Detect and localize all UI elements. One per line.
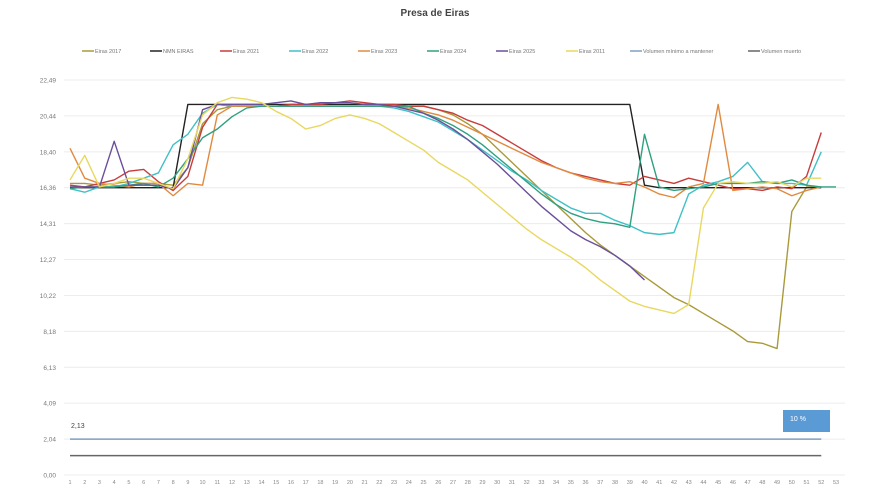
legend-item: Eiras 2022	[289, 49, 328, 55]
x-tick-label: 41	[656, 480, 662, 486]
legend-item: Volumen mínimo a mantener	[630, 49, 713, 55]
legend-label: Eiras 2021	[233, 49, 259, 55]
series-line-eiras-2023	[69, 103, 822, 199]
legend-label: Eiras 2022	[302, 49, 328, 55]
legend-label: Volumen muerto	[761, 49, 801, 55]
x-tick-label: 9	[186, 480, 189, 486]
x-tick-label: 33	[538, 480, 544, 486]
x-tick-label: 1	[68, 480, 71, 486]
x-tick-label: 25	[420, 480, 426, 486]
legend-label: Eiras 2023	[371, 49, 397, 55]
x-tick-label: 35	[568, 480, 574, 486]
y-tick-label: 2,04	[43, 437, 56, 444]
x-tick-label: 16	[288, 480, 294, 486]
x-tick-label: 47	[745, 480, 751, 486]
y-tick-label: 22,49	[40, 78, 57, 85]
x-tick-label: 22	[376, 480, 382, 486]
series-line-eiras-2024	[69, 105, 836, 229]
min-volume-label: 2,13	[71, 423, 85, 430]
legend-label: Eiras 2017	[95, 49, 121, 55]
x-tick-label: 31	[509, 480, 515, 486]
x-tick-label: 8	[172, 480, 175, 486]
x-tick-label: 51	[803, 480, 809, 486]
x-tick-label: 49	[774, 480, 780, 486]
y-tick-label: 20,44	[40, 113, 57, 120]
x-tick-label: 18	[317, 480, 323, 486]
legend-label: Eiras 2025	[509, 49, 535, 55]
y-tick-label: 6,13	[43, 365, 56, 372]
x-tick-label: 34	[553, 480, 559, 486]
legend-label: Eiras 2024	[440, 49, 466, 55]
x-tick-label: 40	[641, 480, 647, 486]
y-tick-label: 14,31	[40, 221, 57, 228]
x-tick-label: 53	[833, 480, 839, 486]
legend-label: Volumen mínimo a mantener	[643, 49, 713, 55]
y-tick-label: 8,18	[43, 329, 56, 336]
series-line-eiras-2021	[69, 100, 822, 192]
series-line-eiras-2022	[69, 103, 822, 236]
series-line-eiras-2025	[70, 100, 645, 281]
legend-item: Eiras 2017	[82, 49, 121, 55]
x-tick-label: 24	[406, 480, 412, 486]
legend-label: NMN EIRAS	[163, 49, 194, 55]
y-tick-label: 18,40	[40, 149, 57, 156]
percent-badge	[783, 410, 830, 432]
y-tick-label: 12,27	[40, 257, 57, 264]
x-tick-label: 4	[113, 480, 116, 486]
x-tick-label: 48	[759, 480, 765, 486]
x-tick-label: 3	[98, 480, 101, 486]
x-tick-label: 5	[127, 480, 130, 486]
legend-item: Eiras 2025	[496, 49, 535, 55]
x-tick-label: 17	[303, 480, 309, 486]
x-tick-label: 44	[700, 480, 706, 486]
x-tick-label: 46	[730, 480, 736, 486]
x-tick-label: 45	[715, 480, 721, 486]
y-tick-label: 0,00	[43, 473, 56, 480]
chart-title: Presa de Eiras	[401, 8, 470, 19]
x-tick-label: 14	[258, 480, 264, 486]
y-tick-label: 16,36	[40, 185, 57, 192]
legend-item: Eiras 2021	[220, 49, 259, 55]
x-tick-label: 23	[391, 480, 397, 486]
x-tick-label: 29	[479, 480, 485, 486]
y-tick-label: 4,09	[43, 401, 56, 408]
x-tick-label: 42	[671, 480, 677, 486]
x-tick-label: 20	[347, 480, 353, 486]
legend-item: Eiras 2023	[358, 49, 397, 55]
series-line-eiras-2017	[70, 105, 822, 350]
x-tick-label: 26	[435, 480, 441, 486]
x-tick-label: 52	[818, 480, 824, 486]
x-tick-label: 10	[200, 480, 206, 486]
x-tick-label: 7	[157, 480, 160, 486]
x-tick-label: 27	[450, 480, 456, 486]
x-tick-label: 11	[214, 480, 220, 486]
x-tick-label: 28	[465, 480, 471, 486]
x-tick-label: 50	[789, 480, 795, 486]
series-line-eiras-2011	[69, 96, 822, 315]
x-tick-label: 37	[597, 480, 603, 486]
x-tick-label: 6	[142, 480, 145, 486]
y-tick-label: 10,22	[40, 293, 57, 300]
x-tick-label: 32	[524, 480, 530, 486]
x-tick-label: 39	[627, 480, 633, 486]
percent-badge-label: 10 %	[790, 416, 806, 423]
legend-item: Eiras 2011	[566, 49, 605, 55]
legend-item: Volumen muerto	[748, 49, 801, 55]
x-tick-label: 21	[362, 480, 368, 486]
legend-item: NMN EIRAS	[150, 49, 194, 55]
x-tick-label: 43	[686, 480, 692, 486]
x-tick-label: 15	[273, 480, 279, 486]
x-tick-label: 2	[83, 480, 86, 486]
x-tick-label: 30	[494, 480, 500, 486]
legend-item: Eiras 2024	[427, 49, 466, 55]
x-tick-label: 12	[229, 480, 235, 486]
x-tick-label: 36	[583, 480, 589, 486]
x-tick-label: 19	[332, 480, 338, 486]
x-tick-label: 13	[244, 480, 250, 486]
x-tick-label: 38	[612, 480, 618, 486]
legend-label: Eiras 2011	[579, 49, 605, 55]
